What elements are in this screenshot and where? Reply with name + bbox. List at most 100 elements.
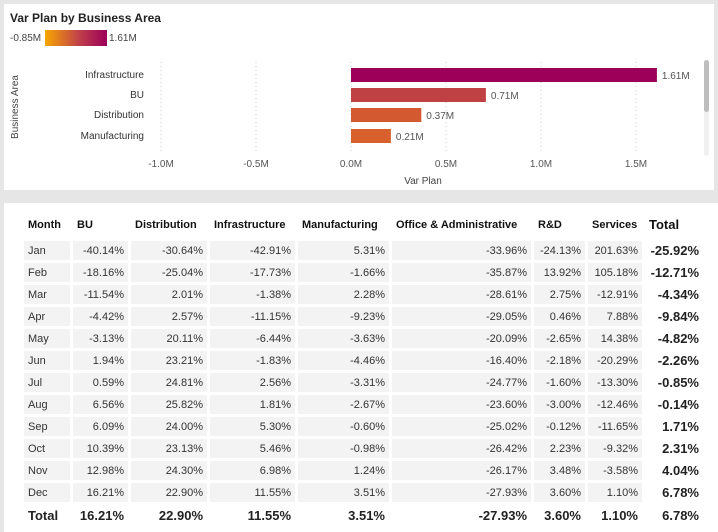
x-tick-label: -0.5M	[243, 159, 269, 170]
value-cell: -9.84%	[645, 307, 703, 326]
value-cell: -1.38%	[210, 285, 295, 304]
value-cell: -3.31%	[298, 373, 389, 392]
month-cell: Total	[24, 505, 70, 525]
column-header[interactable]: R&D	[534, 211, 585, 238]
value-cell: 23.13%	[131, 439, 207, 458]
column-header[interactable]: Manufacturing	[298, 211, 389, 238]
value-cell: 14.38%	[588, 329, 642, 348]
column-header[interactable]: BU	[73, 211, 128, 238]
value-cell: -23.60%	[392, 395, 531, 414]
value-cell: -25.92%	[645, 241, 703, 260]
value-cell: 6.78%	[645, 483, 703, 502]
value-cell: -1.60%	[534, 373, 585, 392]
value-cell: 20.11%	[131, 329, 207, 348]
value-cell: 6.78%	[645, 505, 703, 525]
value-cell: 3.51%	[298, 505, 389, 525]
value-cell: 10.39%	[73, 439, 128, 458]
value-cell: 4.04%	[645, 461, 703, 480]
value-cell: -4.82%	[645, 329, 703, 348]
bar-chart-visual[interactable]: Var Plan by Business Area -0.85M 1.61M B…	[4, 4, 714, 190]
value-cell: -12.91%	[588, 285, 642, 304]
scrollbar-thumb[interactable]	[704, 60, 709, 112]
column-header[interactable]: Month	[24, 211, 70, 238]
value-cell: 5.46%	[210, 439, 295, 458]
chart-title: Var Plan by Business Area	[10, 11, 161, 25]
x-tick-label: 1.0M	[530, 159, 552, 170]
value-cell: -42.91%	[210, 241, 295, 260]
x-axis-title: Var Plan	[404, 176, 442, 187]
value-cell: -20.09%	[392, 329, 531, 348]
value-cell: 16.21%	[73, 505, 128, 525]
value-cell: -0.60%	[298, 417, 389, 436]
column-header[interactable]: Services	[588, 211, 642, 238]
month-cell: Aug	[24, 395, 70, 414]
column-header[interactable]: Infrastructure	[210, 211, 295, 238]
value-cell: 24.30%	[131, 461, 207, 480]
bar-distribution[interactable]	[351, 108, 422, 122]
chart-plot: Business Area Var Plan -1.0M -0.5M 0.0M 0.5…	[10, 62, 690, 187]
value-cell: 1.71%	[645, 417, 703, 436]
bar-infrastructure[interactable]	[351, 68, 657, 82]
value-cell: -4.46%	[298, 351, 389, 370]
value-cell: 23.21%	[131, 351, 207, 370]
legend-min-label: -0.85M	[10, 33, 42, 44]
month-cell: Dec	[24, 483, 70, 502]
value-cell: -4.42%	[73, 307, 128, 326]
value-cell: -27.93%	[392, 483, 531, 502]
table-row: May -3.13% 20.11% -6.44% -3.63% -20.09% -2.65%…	[24, 329, 703, 348]
value-cell: 1.94%	[73, 351, 128, 370]
month-cell: Feb	[24, 263, 70, 282]
total-row: Total 16.21% 22.90% 11.55% 3.51% -27.93% 3.60%…	[24, 505, 703, 525]
value-cell: 7.88%	[588, 307, 642, 326]
value-cell: -25.04%	[131, 263, 207, 282]
data-label: 0.71M	[491, 91, 519, 102]
value-cell: -16.40%	[392, 351, 531, 370]
value-cell: -0.98%	[298, 439, 389, 458]
value-cell: -24.77%	[392, 373, 531, 392]
column-header[interactable]: Distribution	[131, 211, 207, 238]
month-cell: Jun	[24, 351, 70, 370]
table-row: Mar -11.54% 2.01% -1.38% 2.28% -28.61% 2.75% -1…	[24, 285, 703, 304]
value-cell: 1.10%	[588, 483, 642, 502]
value-cell: -11.54%	[73, 285, 128, 304]
table-header-row: Month BU Distribution Infrastructure Manufac…	[24, 211, 703, 238]
value-cell: -35.87%	[392, 263, 531, 282]
value-cell: 6.09%	[73, 417, 128, 436]
value-cell: -28.61%	[392, 285, 531, 304]
value-cell: 5.31%	[298, 241, 389, 260]
value-cell: 0.59%	[73, 373, 128, 392]
value-cell: 11.55%	[210, 505, 295, 525]
value-cell: -12.46%	[588, 395, 642, 414]
category-label: BU	[130, 90, 144, 101]
value-cell: -33.96%	[392, 241, 531, 260]
table-row: Jul 0.59% 24.81% 2.56% -3.31% -24.77% -1.60% -1…	[24, 373, 703, 392]
value-cell: -9.32%	[588, 439, 642, 458]
column-header[interactable]: Office & Administrative	[392, 211, 531, 238]
month-cell: Jul	[24, 373, 70, 392]
column-header[interactable]: Total	[645, 211, 703, 238]
var-plan-table: Month BU Distribution Infrastructure Manufac…	[21, 208, 706, 528]
value-cell: 5.30%	[210, 417, 295, 436]
value-cell: 2.75%	[534, 285, 585, 304]
table-row: Sep 6.09% 24.00% 5.30% -0.60% -25.02% -0.12% -1…	[24, 417, 703, 436]
value-cell: 201.63%	[588, 241, 642, 260]
value-cell: -9.23%	[298, 307, 389, 326]
table-row: Aug 6.56% 25.82% 1.81% -2.67% -23.60% -3.00% -1…	[24, 395, 703, 414]
color-gradient-legend	[45, 30, 107, 46]
value-cell: -0.85%	[645, 373, 703, 392]
value-cell: 0.46%	[534, 307, 585, 326]
y-axis-title: Business Area	[10, 75, 21, 139]
value-cell: 2.56%	[210, 373, 295, 392]
value-cell: -2.26%	[645, 351, 703, 370]
value-cell: -2.65%	[534, 329, 585, 348]
value-cell: -1.66%	[298, 263, 389, 282]
bar-bu[interactable]	[351, 88, 486, 102]
x-tick-label: 0.0M	[340, 159, 362, 170]
value-cell: -18.16%	[73, 263, 128, 282]
matrix-table-visual[interactable]: Month BU Distribution Infrastructure Manufac…	[4, 203, 718, 532]
value-cell: 6.56%	[73, 395, 128, 414]
value-cell: 2.01%	[131, 285, 207, 304]
month-cell: Sep	[24, 417, 70, 436]
bar-manufacturing[interactable]	[351, 129, 391, 143]
table-row: Jun 1.94% 23.21% -1.83% -4.46% -16.40% -2.18% -…	[24, 351, 703, 370]
